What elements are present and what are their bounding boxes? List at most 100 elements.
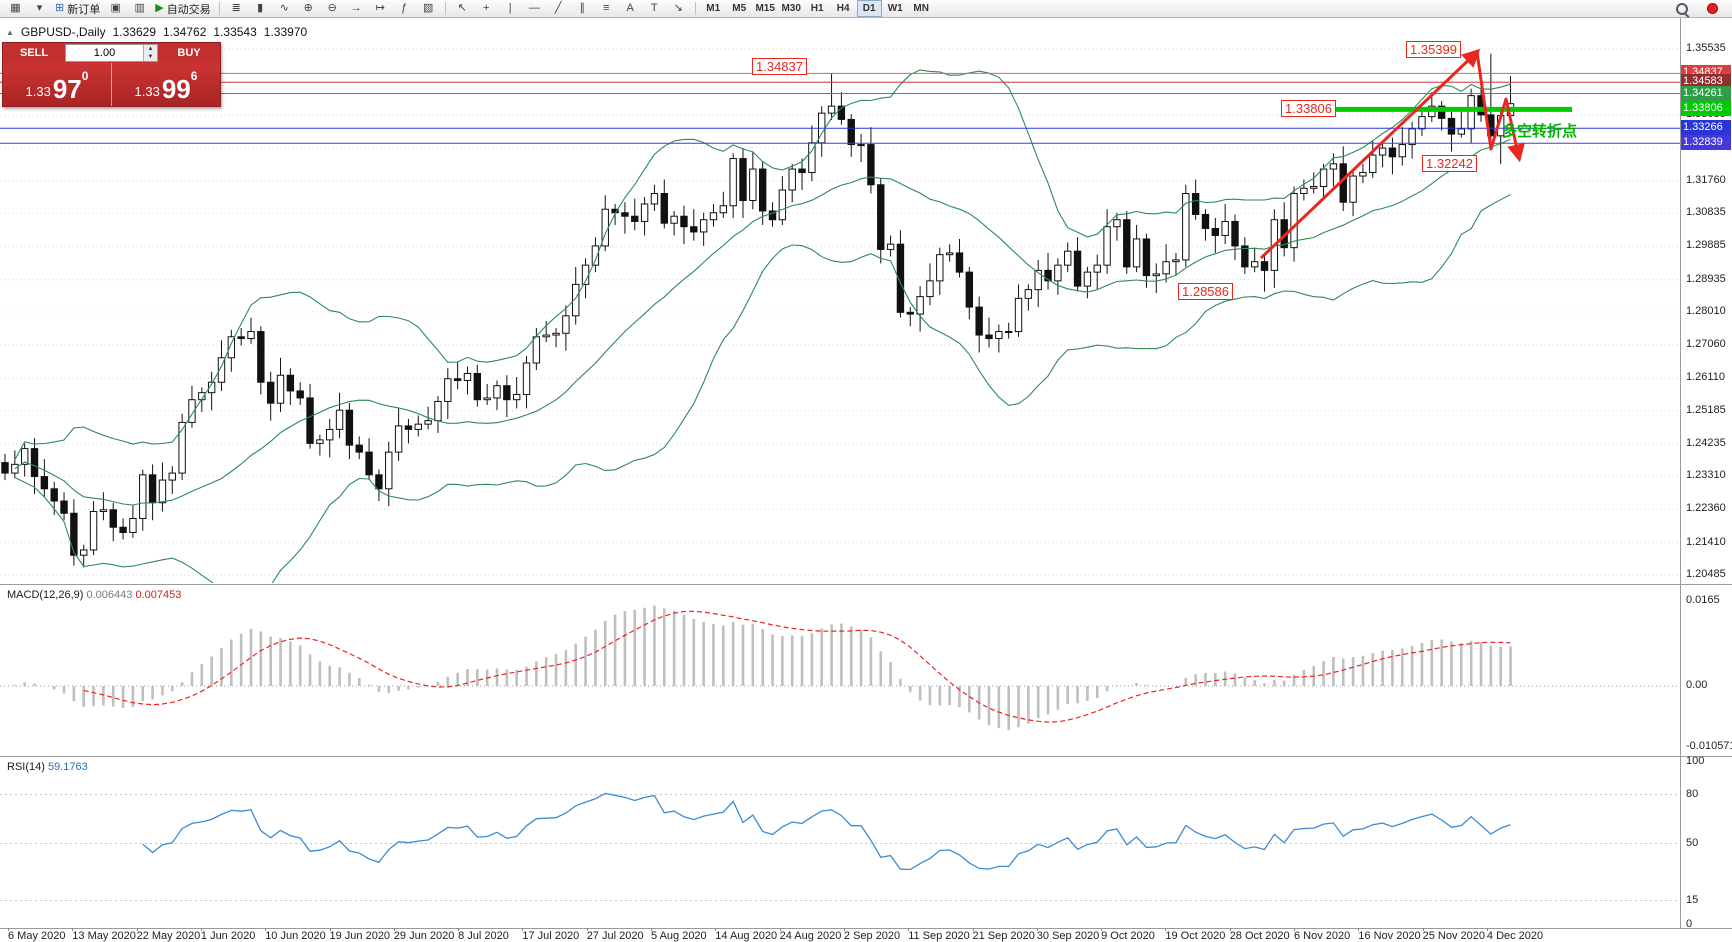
time-tick-label: 25 Nov 2020 [1422, 930, 1485, 942]
auto-trading-icon[interactable]: ▶ 自动交易 [152, 0, 213, 18]
price-tick-label: 1.28935 [1686, 272, 1726, 285]
equidistant-channel-icon[interactable]: ∥ [571, 0, 594, 18]
rsi-axis-label: 50 [1686, 836, 1699, 849]
text-icon[interactable]: A [619, 0, 642, 18]
macd-signal-value: 0.007453 [135, 589, 182, 601]
one-click-trading-panel: SELL 1.00 ▲ ▼ BUY 1.33 97 0 1.33 99 6 [2, 42, 221, 107]
time-tick [843, 928, 845, 931]
one-click-panel-toggle-icon[interactable]: ▲ [6, 27, 14, 37]
auto-trading-label: 自动交易 [166, 3, 211, 16]
symbol-timeframe-label: GBPUSD-,Daily [20, 25, 106, 39]
cursor-icon[interactable]: ↖ [451, 0, 474, 18]
rsi-name: RSI(14) [7, 761, 45, 773]
timeframe-m1[interactable]: M1 [706, 3, 721, 14]
timeframe-mn[interactable]: MN [913, 3, 929, 14]
crosshair-glyph: + [482, 2, 490, 14]
time-tick-label: 4 Dec 2020 [1486, 930, 1544, 942]
timeframe-h4[interactable]: H4 [836, 3, 850, 14]
time-tick-label: 22 May 2020 [136, 930, 201, 942]
lot-size-value[interactable]: 1.00 [93, 47, 116, 59]
candlestick-chart-icon[interactable]: ▮ [249, 0, 272, 18]
sell-price-pips: 97 [52, 74, 82, 104]
lot-increase-icon[interactable]: ▲ [144, 45, 157, 53]
trend-arrow-drawings[interactable] [1259, 48, 1525, 260]
time-tick [1294, 928, 1295, 931]
horizontal-level-lines[interactable] [0, 72, 1680, 144]
sell-button[interactable]: SELL [19, 47, 49, 59]
indicators-glyph: ƒ [401, 2, 408, 14]
new-order-icon[interactable]: ⊞ 新订单 [52, 0, 103, 18]
price-gridlines [0, 48, 1680, 576]
new-chart-icon[interactable]: ▦ [4, 0, 27, 18]
lot-spinner[interactable]: ▲ ▼ [143, 45, 157, 61]
indicators-icon[interactable]: ƒ [393, 0, 416, 18]
pane-divider-main-macd[interactable] [0, 584, 1732, 585]
time-tick [586, 928, 588, 931]
lot-decrease-icon[interactable]: ▼ [144, 53, 157, 61]
metaeditor-icon[interactable]: ▣ [104, 0, 127, 18]
vertical-line-icon[interactable]: | [499, 0, 522, 18]
arrows-icon[interactable]: ↘ [667, 0, 690, 18]
timeframe-h1[interactable]: H1 [810, 3, 824, 14]
price-tick-label: 1.23310 [1686, 469, 1726, 482]
fibonacci-icon[interactable]: ≡ [595, 0, 618, 18]
trendline-icon[interactable]: ╱ [547, 0, 570, 18]
time-tick-label: 13 May 2020 [72, 930, 136, 942]
timeframe-m15[interactable]: M15 [755, 3, 775, 14]
rsi-value: 59.1763 [47, 761, 88, 773]
buy-price[interactable]: 1.33 99 6 [112, 63, 220, 106]
price-tick-label: 1.31760 [1686, 173, 1726, 186]
templates-glyph: ▧ [422, 2, 434, 14]
notification-icon[interactable] [1701, 0, 1724, 18]
price-level-chip: 1.32839 [1681, 135, 1731, 151]
main-chart-pane[interactable] [0, 18, 1680, 583]
bars-chart-icon[interactable]: ≣ [225, 0, 248, 18]
zoom-out-icon[interactable]: ⊖ [321, 0, 344, 18]
cursor-glyph: ↖ [457, 2, 467, 14]
time-tick [908, 928, 910, 931]
timeframe-d1[interactable]: D1 [856, 0, 882, 17]
buy-button[interactable]: BUY [177, 47, 201, 59]
time-tick-label: 6 May 2020 [8, 930, 66, 942]
templates-icon[interactable]: ▧ [417, 0, 440, 18]
line-chart-icon[interactable]: ∿ [273, 0, 296, 18]
auto-scroll-icon[interactable]: → [345, 0, 368, 18]
time-tick-label: 29 Jun 2020 [393, 930, 455, 942]
rsi-pane[interactable] [0, 758, 1680, 928]
sell-price[interactable]: 1.33 97 0 [3, 63, 111, 106]
macd-axis-label: -0.0105712 [1686, 740, 1732, 752]
time-tick [1101, 928, 1103, 931]
timeframe-w1[interactable]: W1 [887, 3, 903, 14]
time-tick [1036, 928, 1038, 931]
profiles-icon[interactable]: ▾ [28, 0, 51, 18]
price-axis[interactable]: 1.355351.336351.317601.308351.298851.289… [1680, 0, 1732, 942]
time-tick [458, 928, 460, 931]
macd-pane[interactable] [0, 586, 1680, 755]
horizontal-line-icon[interactable]: ― [523, 0, 546, 18]
time-tick-label: 16 Nov 2020 [1358, 930, 1421, 942]
ohlc-close-value: 1.33970 [263, 25, 308, 39]
time-tick [1486, 928, 1488, 931]
timeframe-m5[interactable]: M5 [732, 3, 747, 14]
text-glyph: A [626, 2, 634, 14]
chart-shift-icon[interactable]: ↦ [369, 0, 392, 18]
time-tick [779, 928, 781, 931]
crosshair-icon[interactable]: + [475, 0, 498, 18]
data-window-icon[interactable]: ▥ [128, 0, 151, 18]
search-icon[interactable] [1670, 0, 1693, 18]
metaeditor-glyph: ▣ [110, 2, 121, 14]
time-tick-label: 28 Oct 2020 [1229, 930, 1290, 942]
price-tick-label: 1.25185 [1686, 403, 1726, 416]
lot-size-field[interactable]: 1.00 ▲ ▼ [65, 44, 158, 62]
pane-divider-macd-rsi[interactable] [0, 756, 1732, 757]
zoom-in-icon[interactable]: ⊕ [297, 0, 320, 18]
time-tick-label: 9 Oct 2020 [1101, 930, 1155, 942]
time-tick [1229, 928, 1231, 931]
price-tick-label: 1.24235 [1686, 436, 1726, 449]
timeframe-m30[interactable]: M30 [781, 3, 801, 14]
price-tick-label: 1.20485 [1686, 567, 1726, 580]
text-label-icon[interactable]: T [643, 0, 666, 18]
time-tick [522, 928, 524, 931]
new-order-label: 新订单 [67, 3, 101, 16]
price-tick-label: 1.22360 [1686, 502, 1726, 515]
